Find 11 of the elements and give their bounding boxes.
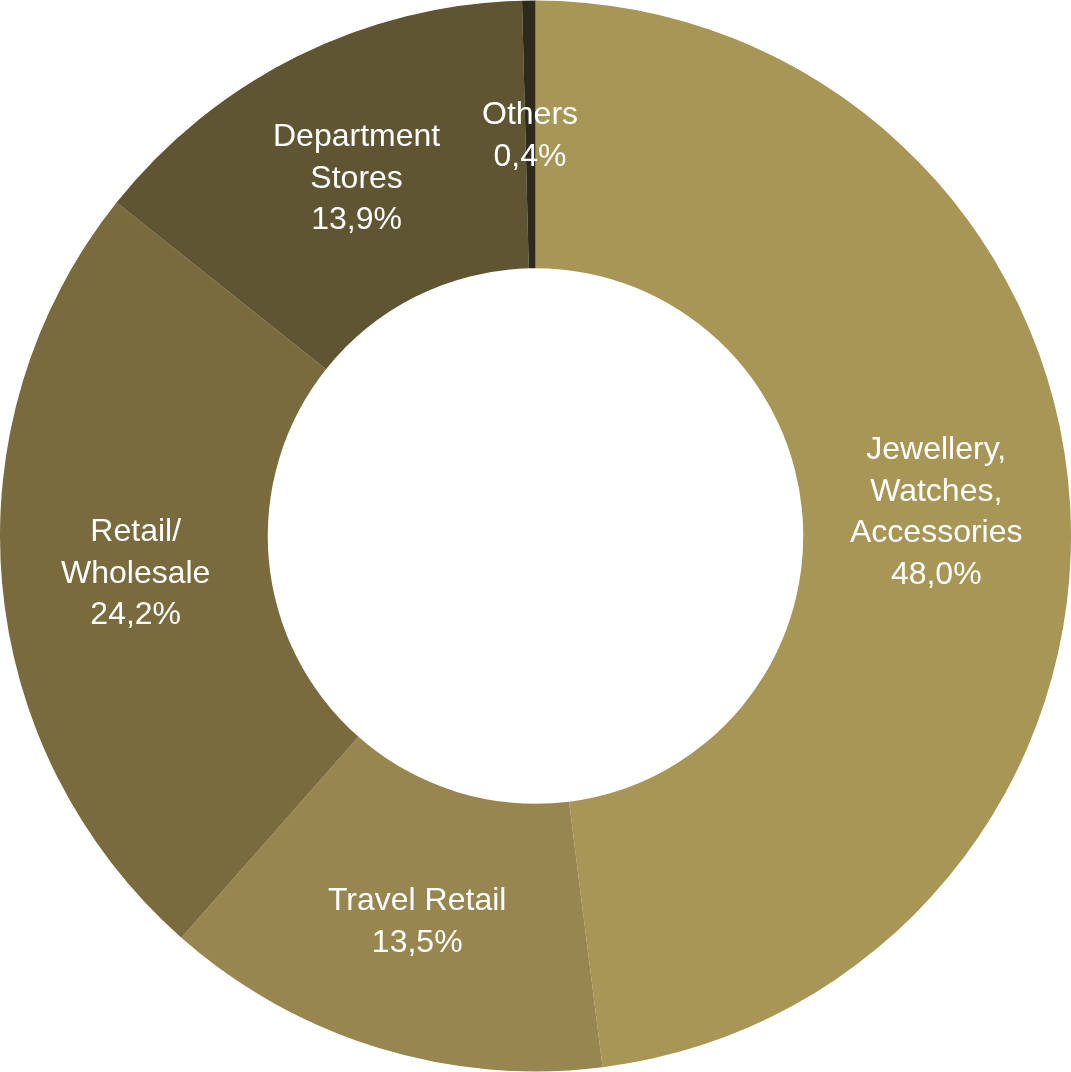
slice-label: Retail/ Wholesale [61,512,211,590]
slice-label: Others [482,95,579,131]
data-label: 0,4% [493,136,567,173]
data-label: 13,9% [311,200,402,237]
slice-label: Jewellery, Watches, Accessories [850,430,1023,550]
slice-label: Travel Retail [328,881,507,917]
donut-slice [181,736,603,1072]
data-label: 24,2% [90,595,182,632]
data-label: 13,5% [371,922,463,959]
data-label: 48,0% [890,554,982,591]
slice-label: Department Stores [273,117,441,195]
